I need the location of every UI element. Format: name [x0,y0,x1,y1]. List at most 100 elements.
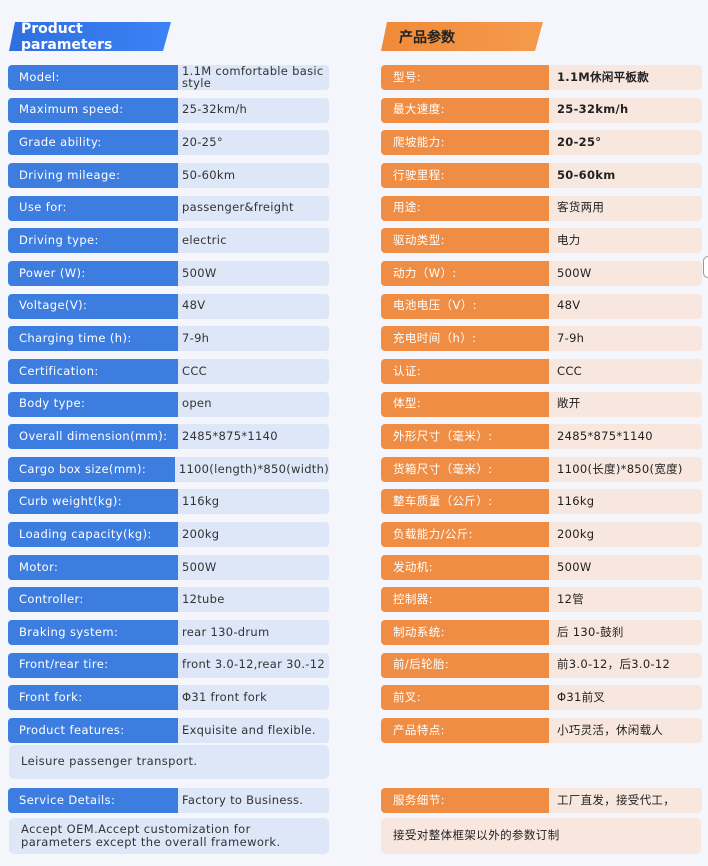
parameter-row: Power (W): 500W [8,260,329,286]
parameter-label: 充电时间（h）: [381,326,549,352]
parameter-label: Curb weight(kg): [8,489,178,515]
parameter-row: 发动机: 500W [381,554,702,580]
parameter-value: 12tube [178,587,329,613]
parameter-row: Grade ability: 20-25° [8,130,329,156]
parameter-row: 充电时间（h）: 7-9h [381,326,702,352]
parameter-label: 制动系统: [381,620,549,646]
parameter-label: 发动机: [381,554,549,580]
parameter-value: 7-9h [178,326,329,352]
parameter-label: 控制器: [381,587,549,613]
parameter-value: 50-60km [549,162,702,188]
service-label: Service Details: [8,788,178,813]
oem-note-cn: 接受对整体框架以外的参数订制 [381,818,701,854]
parameter-value: 500W [549,554,702,580]
parameter-row: 整车质量（公斤）: 116kg [381,489,702,515]
parameter-row: 爬坡能力: 20-25° [381,130,702,156]
service-row-en: Service Details: Factory to Business. [8,788,329,813]
parameter-label: Model: [8,65,178,90]
parameter-row: Maximum speed: 25-32km/h [8,97,329,123]
parameter-row: Overall dimension(mm): 2485*875*1140 [8,424,329,450]
parameter-row: 前/后轮胎: 前3.0-12，后3.0-12 [381,652,702,678]
parameter-row: Product features: Exquisite and flexible. [8,718,329,743]
side-tab-handle[interactable] [703,256,708,278]
parameter-row: 动力（W）: 500W [381,260,702,286]
leisure-text: Leisure passenger transport. [21,754,198,769]
parameter-row: 最大速度: 25-32km/h [381,97,702,123]
parameter-value: 12管 [549,587,702,613]
parameter-value: front 3.0-12,rear 30.-12 [178,652,329,678]
parameter-label: Charging time (h): [8,326,178,352]
service-value: Factory to Business. [178,788,329,813]
parameter-value: 前3.0-12，后3.0-12 [549,652,702,678]
parameter-value: 200kg [178,522,329,548]
parameter-row: 货箱尺寸（毫米）: 1100(长度)*850(宽度) [381,456,702,482]
parameter-label: Driving mileage: [8,162,178,188]
parameter-value: 1.1M comfortable basic style [178,65,329,90]
parameter-label: Certification: [8,358,178,384]
parameter-row: 型号: 1.1M休闲平板款 [381,65,702,90]
parameter-row: 制动系统: 后 130-鼓刹 [381,620,702,646]
parameter-value: 1100(长度)*850(宽度) [549,456,702,482]
parameter-label: 行驶里程: [381,162,549,188]
parameter-label: Use for: [8,195,178,221]
parameter-value: 500W [549,260,702,286]
header-title-en: Product parameters [21,20,113,53]
parameter-row: Motor: 500W [8,554,329,580]
parameter-row: Cargo box size(mm): 1100(length)*850(widt… [8,456,329,482]
parameter-value: 电力 [549,228,702,254]
parameter-value: 20-25° [549,130,702,156]
parameter-row: 驱动类型: 电力 [381,228,702,254]
parameter-label: Cargo box size(mm): [8,456,175,482]
parameter-value: 小巧灵活，休闲载人 [549,718,702,743]
parameter-value: 20-25° [178,130,329,156]
parameter-row: Braking system: rear 130-drum [8,620,329,646]
header-title-cn: 产品参数 [399,29,455,46]
parameter-label: 前/后轮胎: [381,652,549,678]
parameter-row: Controller: 12tube [8,587,329,613]
parameter-label: Controller: [8,587,178,613]
parameter-label: 驱动类型: [381,228,549,254]
parameter-value: 1100(length)*850(width) [174,456,329,482]
parameter-label: Loading capacity(kg): [8,522,178,548]
parameter-row: 体型: 敞开 [381,391,702,417]
parameter-label: 外形尺寸（毫米）: [381,424,549,450]
parameter-label: 最大速度: [381,97,549,123]
parameter-value: electric [178,228,329,254]
parameter-label: Body type: [8,391,178,417]
parameter-label: 负载能力/公斤: [381,522,549,548]
parameter-value: 25-32km/h [178,97,329,123]
parameter-label: Product features: [8,718,178,743]
parameter-value: 116kg [549,489,702,515]
parameter-label: 电池电压（V）: [381,293,549,319]
parameter-value: 200kg [549,522,702,548]
parameter-row: Charging time (h): 7-9h [8,326,329,352]
parameter-value: 后 130-鼓刹 [549,620,702,646]
parameter-value: 7-9h [549,326,702,352]
parameter-row: Curb weight(kg): 116kg [8,489,329,515]
leisure-note-en: Leisure passenger transport. [9,745,329,779]
parameter-label: 型号: [381,65,549,90]
parameter-label: Voltage(V): [8,293,178,319]
service-label-cn: 服务细节: [381,788,549,813]
parameter-label: Motor: [8,554,178,580]
parameter-row: Model: 1.1M comfortable basic style [8,65,329,90]
parameter-label: 动力（W）: [381,260,549,286]
parameter-row: Loading capacity(kg): 200kg [8,522,329,548]
oem-text: Accept OEM.Accept customization for para… [21,821,281,849]
parameter-row: 控制器: 12管 [381,587,702,613]
parameter-label: Overall dimension(mm): [8,424,178,450]
parameter-label: 整车质量（公斤）: [381,489,549,515]
parameter-row: Use for: passenger&freight [8,195,329,221]
parameter-label: 用途: [381,195,549,221]
parameter-value: 50-60km [178,162,329,188]
oem-text-cn: 接受对整体框架以外的参数订制 [393,828,560,843]
parameter-label: 爬坡能力: [381,130,549,156]
parameter-value: 2485*875*1140 [178,424,329,450]
parameter-value: Φ31 front fork [178,685,329,711]
parameter-value: 25-32km/h [549,97,702,123]
parameter-value: Exquisite and flexible. [178,718,329,743]
parameter-row: 前叉: Φ31前叉 [381,685,702,711]
parameter-value: 500W [178,260,329,286]
parameter-label: Grade ability: [8,130,178,156]
parameter-row: Driving type: electric [8,228,329,254]
